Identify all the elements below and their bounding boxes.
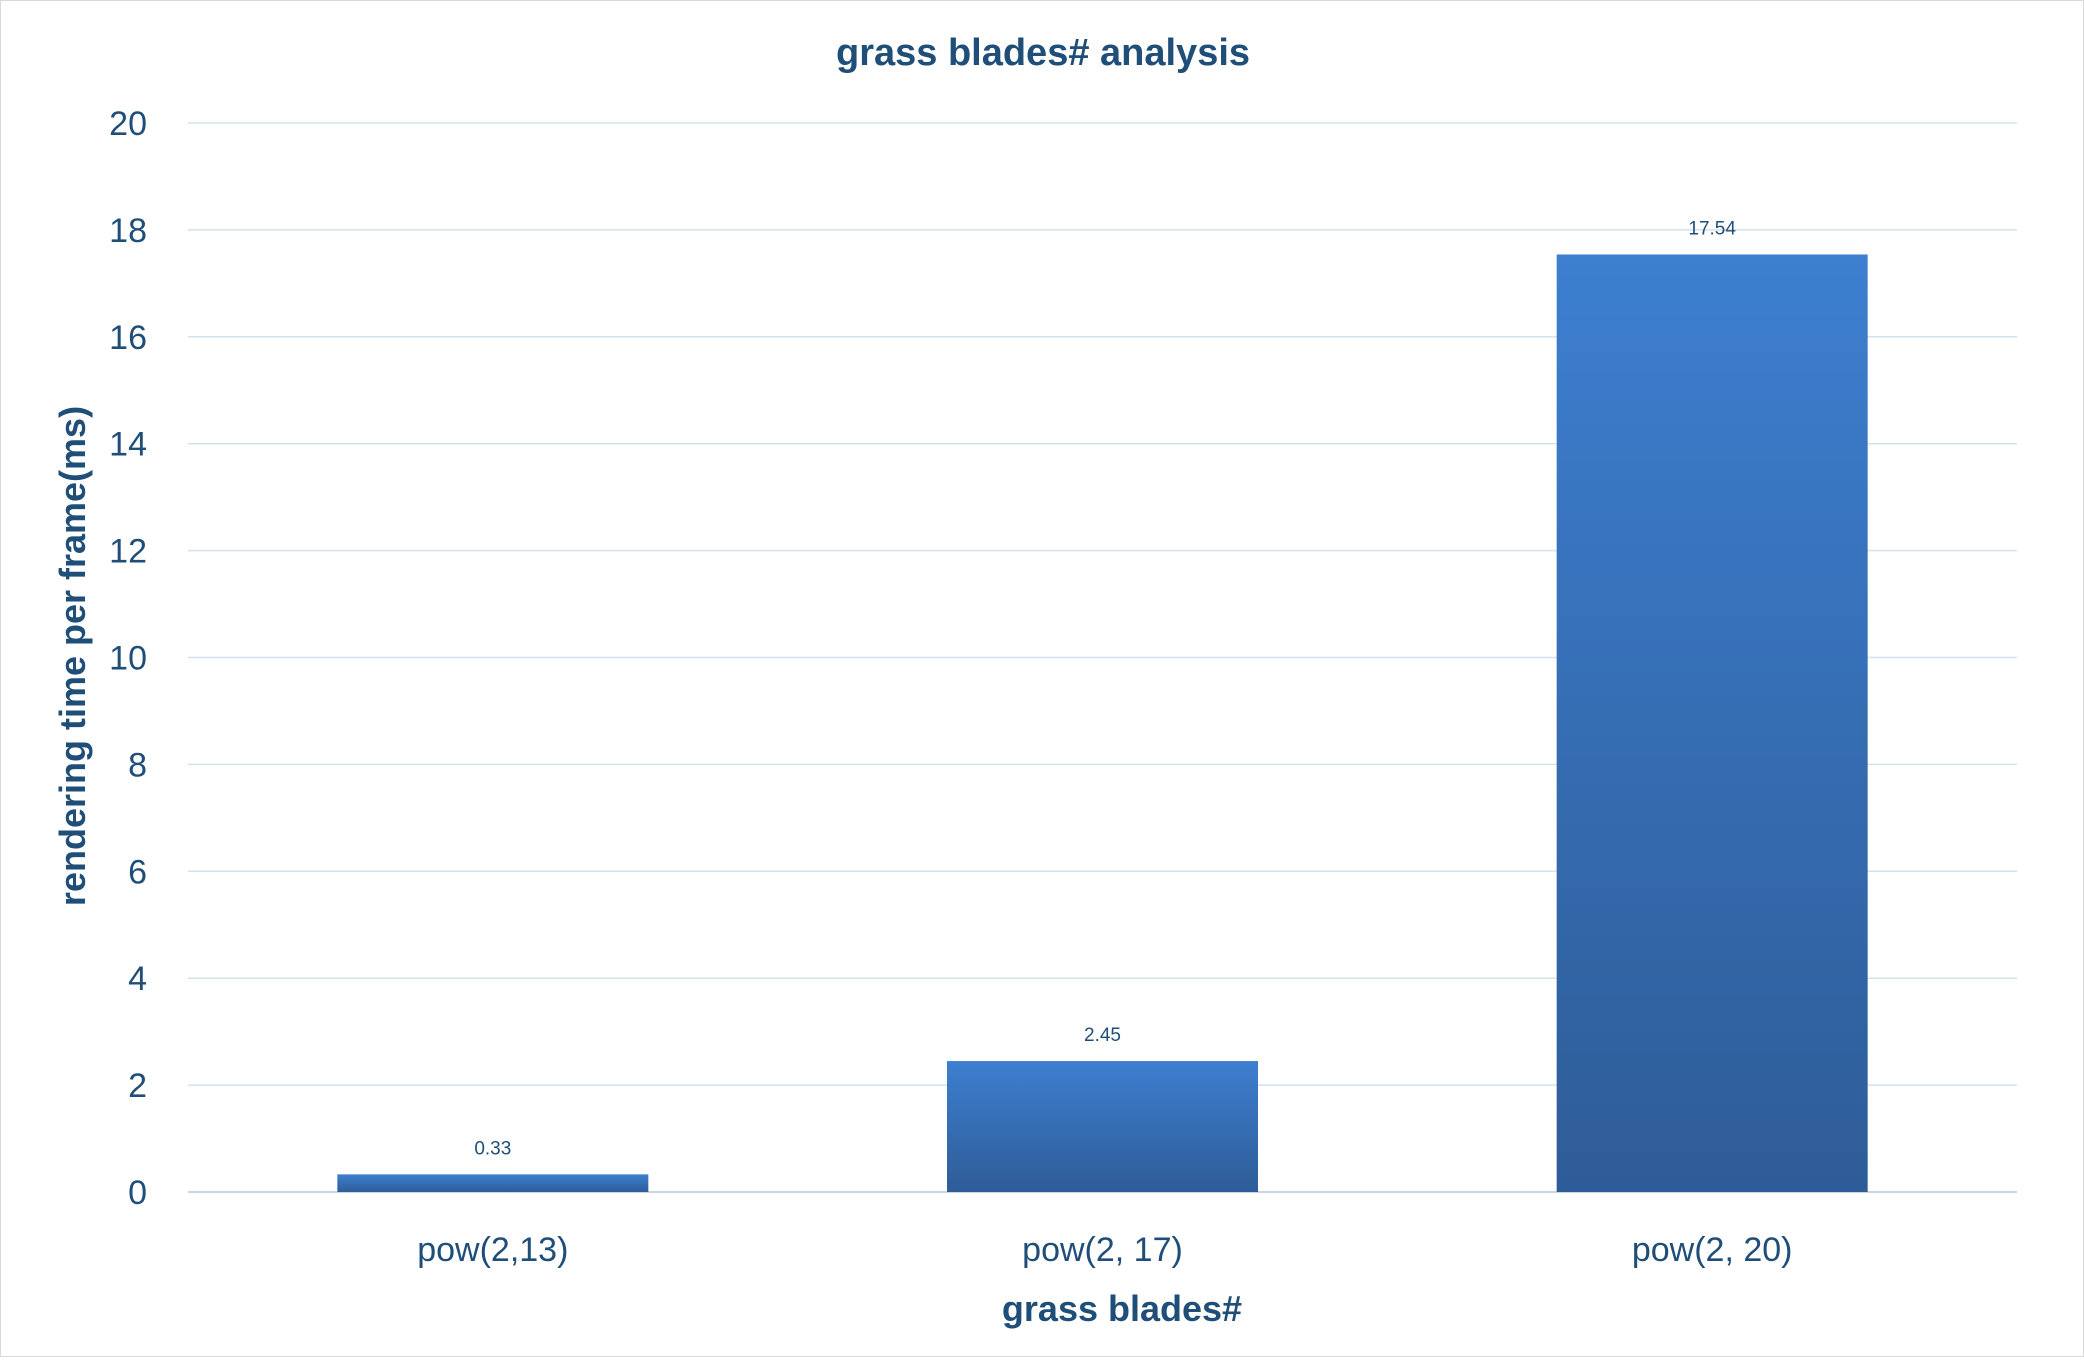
data-label: 17.54 [1688,218,1736,239]
y-tick-label: 18 [109,212,147,250]
chart-title: grass blades# analysis [836,32,1250,74]
y-tick-label: 12 [109,533,147,571]
data-labels: 0.33 2.45 17.54 [474,218,1736,1159]
y-tick-label: 0 [128,1174,147,1212]
bar [1556,254,1868,1192]
y-tick-label: 2 [128,1067,147,1105]
y-tick-label: 20 [109,105,147,143]
y-tick-label: 4 [128,960,147,998]
y-axis-ticks: 0 2 4 6 8 10 12 14 16 18 20 [109,105,147,1212]
y-tick-label: 8 [128,746,147,784]
x-category-label: pow(2, 20) [1632,1231,1793,1269]
y-tick-label: 6 [128,853,147,891]
bar [337,1174,649,1192]
y-tick-label: 10 [109,640,147,678]
x-axis-title: grass blades# [1002,1288,1242,1329]
x-category-label: pow(2, 17) [1022,1231,1183,1269]
gridlines [188,122,2017,1193]
bar [947,1061,1258,1192]
x-category-label: pow(2,13) [417,1231,568,1269]
y-tick-label: 16 [109,319,147,357]
y-tick-label: 14 [109,426,147,464]
y-axis-title: rendering time per frame(ms) [52,406,93,906]
x-axis-categories: pow(2,13) pow(2, 17) pow(2, 20) [417,1231,1792,1269]
data-label: 2.45 [1084,1025,1121,1046]
bars [337,254,1868,1192]
data-label: 0.33 [474,1138,511,1159]
